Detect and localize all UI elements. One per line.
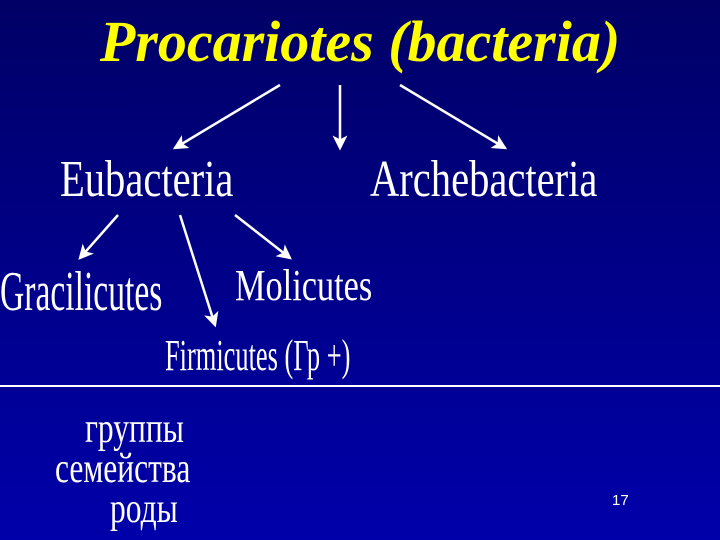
arrow	[180, 215, 215, 325]
arrow	[175, 85, 280, 148]
node-archebacteria-label: Archebacteria	[370, 151, 597, 208]
node-eubacteria-label: Eubacteria	[60, 151, 233, 208]
node-rody: роды	[110, 485, 178, 533]
node-gracilicutes: Gracilicutes	[0, 260, 162, 324]
node-molicutes: Molicutes	[235, 260, 372, 311]
node-eubacteria: Eubacteria	[60, 150, 233, 209]
node-molicutes-label: Molicutes	[235, 261, 372, 310]
node-rody-label: роды	[110, 486, 178, 532]
node-archebacteria: Archebacteria	[370, 150, 597, 209]
arrow	[235, 215, 290, 258]
node-gracilicutes-label: Gracilicutes	[0, 261, 162, 323]
page-number: 17	[612, 492, 629, 509]
node-firmicutes: Firmicutes (Гр +)	[165, 330, 350, 381]
slide-title: Procariotes (bacteria)	[0, 8, 720, 75]
arrow	[80, 215, 118, 258]
arrow	[400, 85, 505, 148]
node-firmicutes-label: Firmicutes (Гр +)	[165, 331, 350, 380]
divider-line	[0, 385, 720, 387]
